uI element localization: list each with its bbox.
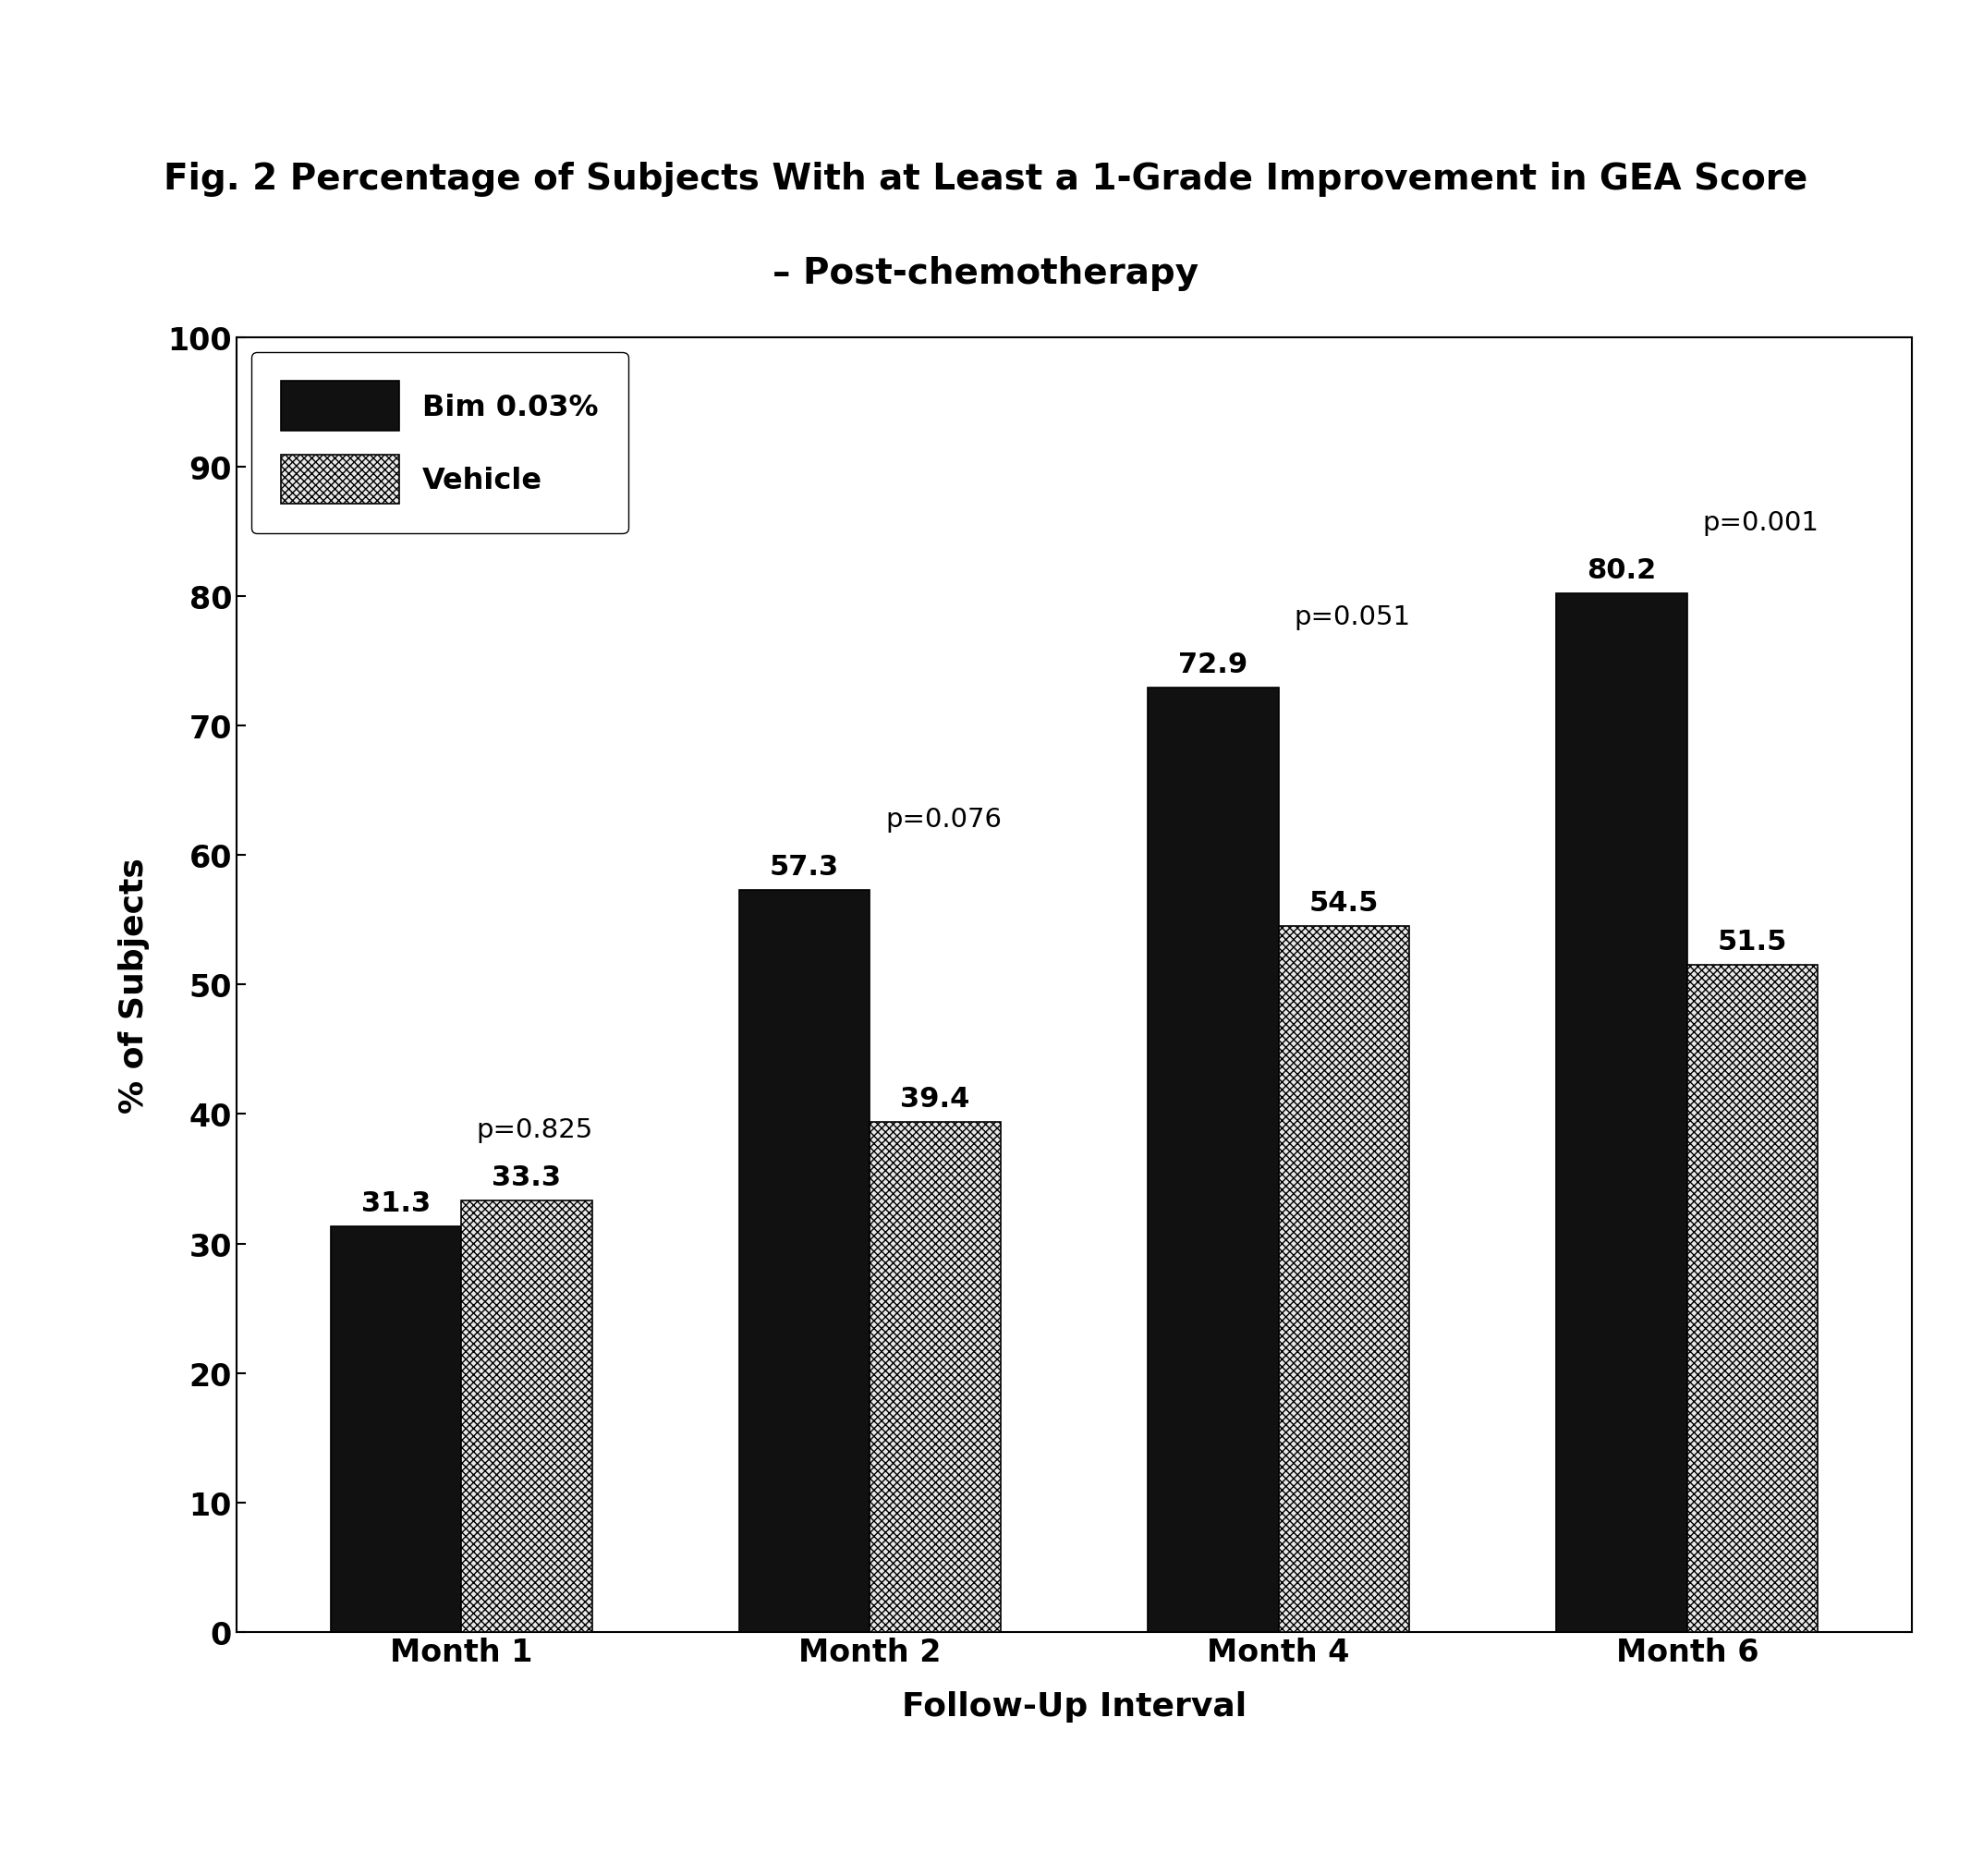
- Bar: [461, 1201, 591, 1632]
- Text: p=0.825: p=0.825: [477, 1116, 593, 1142]
- Bar: [739, 891, 869, 1632]
- Text: p=0.076: p=0.076: [885, 807, 1001, 833]
- Text: 72.9: 72.9: [1179, 651, 1248, 677]
- Text: 33.3: 33.3: [493, 1163, 562, 1191]
- Text: 51.5: 51.5: [1717, 929, 1788, 955]
- Text: Fig. 2 Percentage of Subjects With at Least a 1-Grade Improvement in GEA Score: Fig. 2 Percentage of Subjects With at Le…: [164, 161, 1807, 197]
- X-axis label: Follow-Up Interval: Follow-Up Interval: [903, 1690, 1246, 1722]
- Text: p=0.001: p=0.001: [1703, 510, 1819, 537]
- Bar: [331, 1227, 461, 1632]
- Text: p=0.051: p=0.051: [1293, 604, 1411, 630]
- Bar: [1279, 927, 1409, 1632]
- Text: 80.2: 80.2: [1587, 557, 1656, 583]
- Y-axis label: % of Subjects: % of Subjects: [118, 857, 150, 1112]
- Bar: [869, 1122, 1001, 1632]
- Text: 57.3: 57.3: [771, 854, 840, 880]
- Text: 39.4: 39.4: [901, 1084, 970, 1112]
- Legend: Bim 0.03%, Vehicle: Bim 0.03%, Vehicle: [250, 353, 629, 535]
- Text: 54.5: 54.5: [1309, 889, 1378, 915]
- Bar: [1147, 688, 1279, 1632]
- Text: 31.3: 31.3: [361, 1189, 430, 1218]
- Bar: [1687, 966, 1817, 1632]
- Text: – Post-chemotherapy: – Post-chemotherapy: [773, 255, 1198, 291]
- Bar: [1557, 595, 1687, 1632]
